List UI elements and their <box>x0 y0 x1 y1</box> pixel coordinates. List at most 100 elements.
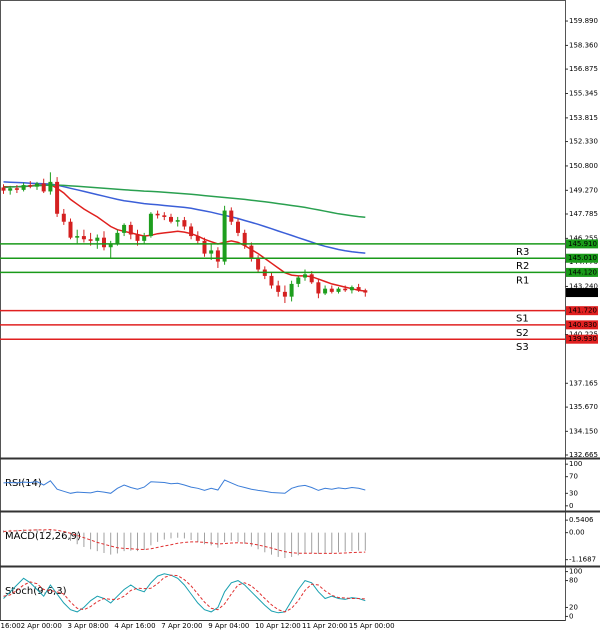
y-tick-label: 0.5406 <box>569 516 594 524</box>
candle-body <box>289 283 294 297</box>
y-tick-label: 153.815 <box>569 114 598 122</box>
candle-body <box>155 213 160 216</box>
panel-title: RSI(14) <box>5 478 42 489</box>
y-tick-label: 147.785 <box>569 210 598 218</box>
x-tick-label: 3 Apr 08:00 <box>68 622 109 630</box>
candle-body <box>222 210 227 262</box>
candle-body <box>81 236 86 240</box>
level-price: 144.120 <box>568 268 597 276</box>
candle-body <box>276 285 281 292</box>
candle-body <box>202 240 207 254</box>
y-tick-label: 143.240 <box>569 282 598 290</box>
candle-body <box>135 234 140 241</box>
y-tick-label: 152.330 <box>569 138 598 146</box>
candle-body <box>336 288 341 292</box>
candle-body <box>356 287 361 291</box>
y-tick-label: 134.150 <box>569 427 598 435</box>
y-tick-label: 140.225 <box>569 331 598 339</box>
candle-body <box>68 221 73 238</box>
level-name: R1 <box>516 275 529 286</box>
y-tick-label: 137.165 <box>569 379 598 387</box>
candle-body <box>269 275 274 286</box>
candle-body <box>21 185 26 190</box>
level-price-box <box>566 320 598 330</box>
candle-body <box>75 236 80 238</box>
last-price: 142.857 <box>568 289 597 297</box>
level-name: S2 <box>516 328 529 339</box>
candle-body <box>142 236 147 241</box>
candle-body <box>1 187 6 191</box>
moving-average <box>3 184 366 219</box>
candle-body <box>343 288 348 291</box>
y-tick-label: 156.875 <box>569 65 598 73</box>
indicator-line <box>3 573 366 614</box>
candle-body <box>108 244 113 248</box>
y-tick-label: 0 <box>569 612 573 620</box>
level-name: R3 <box>516 247 529 258</box>
level-price-box <box>566 306 598 316</box>
y-tick-label: 100 <box>569 568 582 576</box>
level-name: S3 <box>516 342 529 353</box>
candle-body <box>182 220 187 227</box>
x-tick-label: 4 Apr 16:00 <box>114 622 155 630</box>
level-price: 141.720 <box>568 307 597 315</box>
candle-body <box>242 232 247 246</box>
y-tick-label: 132.665 <box>569 451 598 459</box>
x-tick-label: 9 Apr 04:00 <box>208 622 249 630</box>
y-tick-label: 20 <box>569 603 578 611</box>
candle-body <box>296 277 301 284</box>
y-tick-label: 0 <box>569 502 573 510</box>
y-tick-label: 80 <box>569 577 578 585</box>
level-name: S1 <box>516 314 529 325</box>
candle-body <box>148 213 153 237</box>
level-name: R2 <box>516 261 529 272</box>
candle-body <box>303 274 307 278</box>
y-tick-label: 30 <box>569 489 578 497</box>
candle-body <box>55 181 60 214</box>
candle-body <box>122 224 127 233</box>
candle-body <box>14 188 19 190</box>
y-tick-label: -1.1687 <box>569 556 596 564</box>
level-price: 145.910 <box>568 240 597 248</box>
level-price: 145.010 <box>568 254 597 262</box>
level-price-box <box>566 334 598 344</box>
moving-average <box>3 181 366 254</box>
y-tick-label: 155.345 <box>569 89 598 97</box>
y-tick-label: 70 <box>569 473 578 481</box>
panel-title: MACD(12,26,9) <box>5 531 81 542</box>
candle-body <box>95 237 100 241</box>
y-tick-label: 0.00 <box>569 529 585 537</box>
candle-body <box>316 282 321 294</box>
y-tick-label: 150.800 <box>569 162 598 170</box>
candle-body <box>175 220 180 222</box>
level-price: 140.830 <box>568 321 597 329</box>
candle-body <box>61 213 66 222</box>
candle-body <box>309 274 314 283</box>
y-tick-label: 149.270 <box>569 186 598 194</box>
x-tick-label: 15 Apr 00:00 <box>349 622 395 630</box>
candle-body <box>256 258 261 270</box>
x-tick-label: 2 Apr 00:00 <box>21 622 62 630</box>
candle-body <box>88 239 93 241</box>
candle-body <box>363 290 368 293</box>
candle-body <box>282 291 287 297</box>
candle-body <box>249 245 254 259</box>
candle-body <box>128 224 133 235</box>
candle-body <box>189 226 194 237</box>
x-tick-label: 11 Apr 20:00 <box>302 622 348 630</box>
level-price-box <box>566 239 598 249</box>
y-tick-label: 146.255 <box>569 234 598 242</box>
candle-body <box>35 183 39 187</box>
last-price-box <box>566 288 598 298</box>
level-price-box <box>566 253 598 263</box>
candle-body <box>215 250 220 262</box>
candle-body <box>229 210 234 222</box>
indicator-line <box>3 529 366 554</box>
x-tick-label: 10 Apr 12:00 <box>255 622 301 630</box>
candle-body <box>8 188 13 191</box>
candle-body <box>48 181 53 192</box>
candle-body <box>169 216 173 222</box>
indicator-line <box>3 574 366 613</box>
